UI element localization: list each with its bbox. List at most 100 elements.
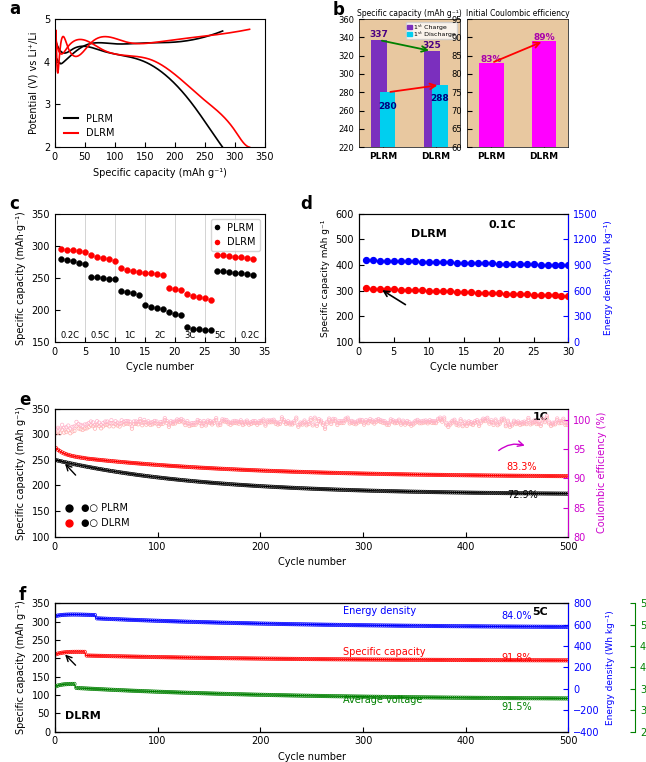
Point [163, 306, 174, 319]
Point [76, 609, 86, 621]
Point [488, 417, 499, 429]
Point [459, 286, 469, 298]
Point [482, 692, 492, 704]
Point [482, 469, 492, 482]
Point [521, 654, 532, 666]
Point [191, 417, 201, 429]
Point [402, 284, 413, 296]
Point [534, 620, 544, 632]
Point [363, 415, 373, 427]
Point [441, 486, 452, 498]
Point [110, 255, 120, 267]
Point [162, 615, 172, 627]
Point [83, 421, 94, 433]
Point [182, 616, 193, 628]
Point [322, 653, 332, 665]
Point [353, 417, 363, 429]
Point [466, 487, 476, 499]
Point [147, 686, 158, 698]
Point [433, 413, 443, 425]
Point [236, 416, 246, 428]
Point [390, 654, 400, 666]
Point [273, 689, 283, 701]
Point [104, 417, 114, 429]
Point [484, 487, 495, 499]
Point [289, 618, 299, 630]
Point [102, 684, 112, 696]
Point [79, 646, 90, 658]
Point [304, 690, 314, 702]
Point [248, 464, 258, 476]
Point [408, 620, 419, 632]
Point [445, 620, 455, 632]
Point [74, 451, 84, 463]
Point [353, 619, 363, 631]
Point [201, 616, 211, 629]
Point [550, 470, 560, 482]
Point [537, 488, 548, 500]
Point [182, 415, 193, 427]
Point [334, 467, 344, 479]
Point [322, 619, 332, 631]
Point [389, 255, 399, 267]
Point [447, 692, 457, 704]
Point [242, 464, 252, 476]
Point [299, 653, 309, 665]
Point [556, 259, 567, 271]
Point [468, 654, 478, 666]
Point [490, 414, 501, 426]
Point [505, 692, 515, 704]
Point [443, 469, 453, 481]
Point [351, 619, 361, 631]
Point [295, 618, 306, 630]
Point [201, 462, 211, 474]
Point [382, 654, 392, 666]
Point [205, 652, 215, 664]
Point [525, 470, 536, 482]
Point [166, 415, 176, 427]
Point [322, 483, 332, 495]
Point [419, 691, 429, 703]
Point [271, 689, 281, 701]
Point [488, 419, 499, 431]
Point [240, 688, 250, 700]
Point [163, 418, 174, 431]
Point [363, 468, 373, 480]
Point [227, 463, 238, 475]
Point [156, 686, 166, 698]
Point [224, 652, 234, 664]
Point [129, 457, 139, 469]
Point [133, 614, 143, 626]
Point [116, 262, 126, 274]
Point [231, 479, 242, 491]
Point [246, 418, 256, 430]
Point [258, 652, 269, 664]
Point [291, 411, 302, 424]
Point [291, 690, 302, 702]
Point [464, 654, 474, 666]
Point [218, 249, 228, 261]
Point [419, 654, 429, 666]
Point [349, 484, 359, 496]
Point [225, 616, 236, 629]
Point [79, 682, 90, 694]
Point [141, 470, 152, 482]
Point [304, 466, 314, 479]
Point [501, 654, 511, 666]
Point [548, 418, 558, 431]
Point [334, 653, 344, 665]
Point [523, 412, 534, 424]
Point [388, 620, 398, 632]
Point [79, 418, 90, 431]
Point [302, 653, 312, 665]
Point [116, 456, 127, 468]
Point [546, 420, 556, 432]
Point [492, 692, 503, 704]
Point [347, 653, 357, 665]
Point [209, 417, 219, 429]
Point [193, 616, 203, 628]
Point [63, 449, 74, 461]
Point [398, 468, 408, 480]
Point [211, 248, 222, 261]
Point [293, 466, 304, 478]
